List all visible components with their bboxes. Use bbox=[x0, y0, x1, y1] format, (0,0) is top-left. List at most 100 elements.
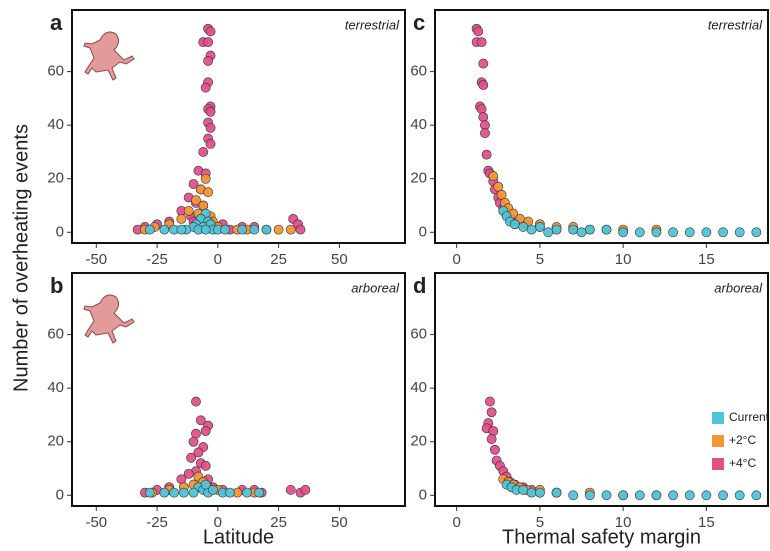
y-tick-label: 60 bbox=[410, 63, 427, 80]
point bbox=[534, 222, 545, 232]
point bbox=[220, 224, 231, 235]
plot-background bbox=[72, 273, 405, 506]
point bbox=[285, 224, 296, 235]
y-tick-label: 40 bbox=[47, 379, 64, 396]
y-tick-label: 0 bbox=[56, 486, 64, 503]
point bbox=[584, 490, 595, 501]
point bbox=[601, 224, 612, 235]
point bbox=[478, 112, 489, 123]
x-tick-label: -50 bbox=[85, 514, 107, 531]
panel-letter: a bbox=[50, 10, 63, 35]
point bbox=[534, 487, 545, 498]
x-tick-label: 15 bbox=[698, 514, 715, 531]
panel-letter: c bbox=[413, 10, 425, 35]
plot-frame bbox=[434, 9, 769, 244]
point bbox=[684, 490, 695, 501]
legend-swatch bbox=[712, 458, 724, 470]
point bbox=[159, 487, 170, 498]
point bbox=[176, 224, 187, 235]
point bbox=[526, 487, 537, 498]
point bbox=[488, 171, 499, 181]
point bbox=[478, 58, 489, 69]
point bbox=[480, 128, 490, 139]
point bbox=[584, 224, 595, 235]
point bbox=[195, 415, 206, 426]
plot-background bbox=[435, 10, 768, 243]
legend-label: +4°C bbox=[729, 456, 756, 470]
point bbox=[701, 227, 712, 238]
point bbox=[205, 26, 216, 37]
point bbox=[261, 224, 272, 235]
point bbox=[651, 227, 662, 238]
point bbox=[476, 37, 487, 48]
x-tick-label: 0 bbox=[214, 251, 222, 268]
point bbox=[237, 224, 248, 235]
point bbox=[186, 452, 197, 463]
point bbox=[518, 485, 529, 495]
point bbox=[159, 224, 170, 235]
point bbox=[473, 26, 484, 37]
point bbox=[718, 490, 728, 501]
habitat-annotation: terrestrial bbox=[345, 17, 400, 32]
x-tick-label: 10 bbox=[615, 514, 632, 531]
point bbox=[242, 487, 252, 498]
y-tick-label: 60 bbox=[47, 326, 64, 343]
x-tick-label: 0 bbox=[214, 514, 222, 531]
point bbox=[295, 224, 306, 235]
x-tick-label: 5 bbox=[536, 514, 544, 531]
point bbox=[169, 487, 179, 498]
point bbox=[205, 106, 216, 117]
point bbox=[191, 195, 201, 206]
point bbox=[751, 227, 762, 238]
habitat-annotation: terrestrial bbox=[708, 17, 763, 32]
point bbox=[476, 104, 487, 114]
x-axis-label: Latitude bbox=[203, 526, 274, 548]
point bbox=[668, 227, 678, 238]
point bbox=[144, 487, 155, 498]
point bbox=[734, 490, 745, 501]
point bbox=[718, 227, 728, 238]
point bbox=[634, 490, 645, 501]
point bbox=[200, 460, 211, 471]
point bbox=[198, 147, 209, 157]
y-tick-label: 20 bbox=[410, 433, 427, 450]
y-tick-label: 40 bbox=[47, 116, 64, 133]
point bbox=[651, 490, 662, 501]
point bbox=[490, 444, 500, 455]
x-tick-label: 50 bbox=[331, 251, 348, 268]
point bbox=[543, 227, 554, 238]
point bbox=[526, 224, 537, 235]
legend-swatch bbox=[712, 435, 724, 447]
y-tick-label: 60 bbox=[47, 63, 64, 80]
y-tick-label: 40 bbox=[410, 116, 427, 133]
point bbox=[734, 227, 745, 238]
y-tick-label: 60 bbox=[410, 326, 427, 343]
point bbox=[225, 487, 235, 498]
y-tick-label: 20 bbox=[47, 170, 64, 187]
point bbox=[205, 139, 216, 149]
plot-frame bbox=[71, 272, 406, 507]
x-tick-label: 0 bbox=[452, 514, 460, 531]
point bbox=[618, 490, 629, 501]
point bbox=[485, 396, 495, 407]
y-tick-label: 20 bbox=[410, 170, 427, 187]
point bbox=[510, 219, 520, 230]
point bbox=[551, 487, 562, 498]
point bbox=[191, 396, 201, 407]
point bbox=[183, 468, 194, 479]
point bbox=[601, 490, 612, 501]
point bbox=[576, 227, 587, 238]
legend-label: +2°C bbox=[729, 433, 756, 447]
frog-b bbox=[83, 294, 135, 344]
point bbox=[285, 485, 296, 495]
y-axis-label: Number of overheating events bbox=[10, 124, 32, 392]
x-axis-label: Thermal safety margin bbox=[502, 526, 701, 548]
point bbox=[668, 490, 678, 501]
x-tick-label: -25 bbox=[146, 251, 168, 268]
habitat-annotation: arboreal bbox=[714, 280, 763, 295]
point bbox=[200, 224, 211, 235]
panel-letter: b bbox=[50, 273, 63, 298]
y-tick-label: 40 bbox=[410, 379, 427, 396]
